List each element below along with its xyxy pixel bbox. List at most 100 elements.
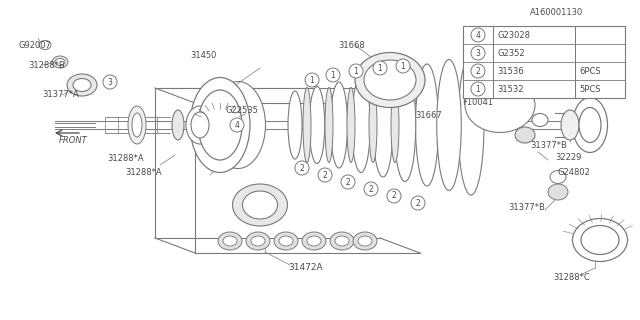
Text: 2: 2: [346, 178, 350, 187]
Ellipse shape: [355, 52, 425, 108]
Circle shape: [230, 118, 244, 132]
Ellipse shape: [246, 232, 270, 250]
Text: 32229: 32229: [555, 153, 581, 162]
Circle shape: [341, 175, 355, 189]
Text: F10041: F10041: [462, 98, 493, 107]
Ellipse shape: [325, 87, 333, 163]
Ellipse shape: [303, 87, 311, 163]
Ellipse shape: [190, 77, 250, 172]
Ellipse shape: [573, 219, 627, 261]
Text: 2: 2: [415, 198, 420, 207]
Ellipse shape: [515, 127, 535, 143]
Text: G2352: G2352: [497, 49, 525, 58]
Ellipse shape: [358, 236, 372, 246]
Ellipse shape: [307, 236, 321, 246]
Ellipse shape: [73, 78, 91, 92]
Text: 31450: 31450: [190, 51, 216, 60]
Text: FRONT: FRONT: [59, 135, 88, 145]
Text: 31668: 31668: [338, 41, 365, 50]
Ellipse shape: [579, 108, 601, 142]
Ellipse shape: [352, 77, 371, 172]
Ellipse shape: [191, 112, 209, 138]
Text: 2: 2: [476, 67, 481, 76]
Circle shape: [373, 61, 387, 75]
Text: 5PCS: 5PCS: [579, 84, 600, 93]
Text: 31288*A: 31288*A: [125, 167, 162, 177]
Text: 31472A: 31472A: [288, 262, 323, 271]
Circle shape: [396, 59, 410, 73]
Text: 3: 3: [108, 77, 113, 86]
Circle shape: [295, 161, 309, 175]
Ellipse shape: [573, 98, 607, 153]
Text: 4: 4: [235, 121, 239, 130]
Circle shape: [471, 64, 485, 78]
Text: 31377*A: 31377*A: [42, 90, 79, 99]
Text: 31536: 31536: [497, 67, 524, 76]
Ellipse shape: [67, 74, 97, 96]
Ellipse shape: [279, 236, 293, 246]
Ellipse shape: [347, 87, 355, 163]
Circle shape: [364, 182, 378, 196]
Ellipse shape: [369, 87, 377, 163]
Text: 1: 1: [331, 70, 335, 79]
Ellipse shape: [458, 55, 484, 195]
Text: 2: 2: [369, 185, 373, 194]
Text: 31667: 31667: [415, 110, 442, 119]
Text: G92007: G92007: [18, 41, 51, 50]
Text: 31288*A: 31288*A: [107, 154, 143, 163]
Ellipse shape: [232, 184, 287, 226]
Text: 4: 4: [476, 30, 481, 39]
Ellipse shape: [465, 77, 535, 132]
Circle shape: [305, 73, 319, 87]
Ellipse shape: [132, 113, 142, 137]
Text: 1: 1: [310, 76, 314, 84]
Text: 31288*B: 31288*B: [28, 60, 65, 69]
Ellipse shape: [436, 60, 461, 190]
Ellipse shape: [211, 82, 266, 169]
Ellipse shape: [274, 232, 298, 250]
Ellipse shape: [198, 90, 242, 160]
Circle shape: [387, 189, 401, 203]
Text: 1: 1: [378, 63, 382, 73]
Ellipse shape: [55, 59, 65, 66]
Circle shape: [411, 196, 425, 210]
Text: 31377*B: 31377*B: [508, 204, 545, 212]
Text: 31288*C: 31288*C: [553, 273, 589, 282]
Circle shape: [103, 75, 117, 89]
Ellipse shape: [548, 184, 568, 200]
Ellipse shape: [39, 41, 51, 50]
Ellipse shape: [364, 60, 416, 100]
Ellipse shape: [243, 191, 278, 219]
Circle shape: [471, 46, 485, 60]
Ellipse shape: [532, 114, 548, 126]
Text: 1: 1: [401, 61, 405, 70]
Ellipse shape: [394, 68, 416, 181]
Ellipse shape: [302, 232, 326, 250]
Text: 1: 1: [354, 67, 358, 76]
Ellipse shape: [330, 82, 348, 168]
Text: 6PCS: 6PCS: [579, 67, 600, 76]
Ellipse shape: [550, 171, 566, 183]
Ellipse shape: [335, 236, 349, 246]
Text: 31532: 31532: [497, 84, 524, 93]
Ellipse shape: [330, 232, 354, 250]
Ellipse shape: [561, 110, 579, 140]
Circle shape: [349, 64, 363, 78]
Ellipse shape: [251, 236, 265, 246]
Text: G22535: G22535: [225, 106, 258, 115]
Ellipse shape: [309, 86, 324, 164]
Text: G23028: G23028: [497, 30, 530, 39]
Text: A160001130: A160001130: [530, 7, 583, 17]
Ellipse shape: [415, 64, 438, 186]
Ellipse shape: [128, 106, 146, 144]
Text: 2: 2: [392, 191, 396, 201]
Text: 2: 2: [323, 171, 328, 180]
Text: 31377*B: 31377*B: [530, 140, 567, 149]
Ellipse shape: [172, 110, 184, 140]
Text: G24802: G24802: [557, 167, 590, 177]
Ellipse shape: [391, 87, 399, 163]
Ellipse shape: [52, 56, 68, 68]
Ellipse shape: [218, 232, 242, 250]
Ellipse shape: [186, 106, 214, 144]
Ellipse shape: [353, 232, 377, 250]
